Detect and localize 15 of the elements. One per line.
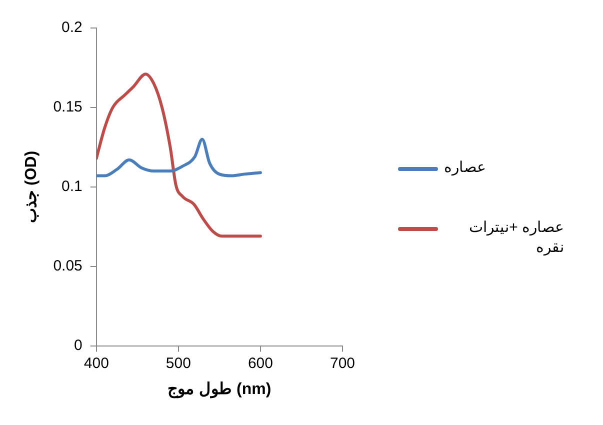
y-tick-label: 0.2 xyxy=(62,19,82,36)
x-tick-label: 400 xyxy=(84,354,109,372)
y-tick-label: 0.15 xyxy=(53,98,82,116)
x-axis-title: طول موج (nm) xyxy=(168,380,272,399)
line-series xyxy=(96,72,262,238)
y-tick-label: 0.1 xyxy=(62,178,82,196)
x-tick-label: 600 xyxy=(248,354,273,372)
y-axis-title: جذب (OD) xyxy=(23,150,40,223)
x-tick-label: 500 xyxy=(166,354,191,372)
legend-label: عصاره xyxy=(444,158,486,178)
legend-label: عصاره +نیترات نقره xyxy=(468,218,564,258)
x-tick-label: 700 xyxy=(330,354,355,372)
line-series xyxy=(96,138,262,178)
y-tick-label: 0 xyxy=(74,336,82,354)
y-tick-label: 0.05 xyxy=(53,257,82,274)
